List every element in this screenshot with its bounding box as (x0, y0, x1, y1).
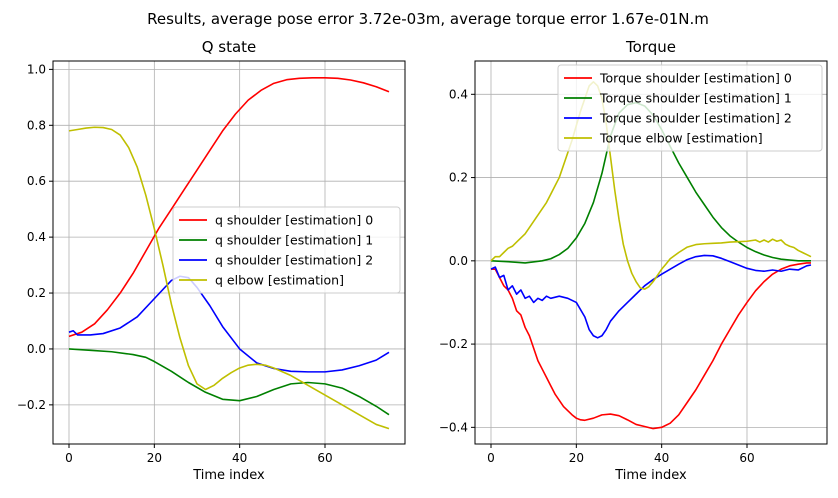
legend: q shoulder [estimation] 0 q shoulder [est… (172, 206, 401, 294)
series-line-2 (490, 254, 812, 339)
plots: 0 20 40 60 −0.2 0.0 0.2 0.4 0.6 0.8 1.0 Q state Time… (17, 38, 828, 483)
x-axis-label: Time index (192, 468, 265, 483)
y-tick-label: 0.0 (27, 342, 46, 356)
y-tick-label: −0.4 (439, 420, 468, 434)
x-tick-label: 40 (232, 451, 247, 465)
panel-1: 0 20 40 60 −0.4 −0.2 0.0 0.2 0.4 Torque Time index… (439, 38, 828, 483)
x-axis-label: Time index (614, 468, 687, 483)
legend-entry: Torque elbow [estimation] (599, 131, 763, 146)
legend-entry: q shoulder [estimation] 2 (215, 253, 373, 268)
y-tick-label: 0.0 (449, 254, 468, 268)
x-tick-label: 60 (739, 451, 754, 465)
y-tick-label: 0.8 (27, 118, 46, 132)
series-line-0 (491, 262, 811, 430)
series-line-3 (490, 81, 812, 290)
y-tick-label: −0.2 (17, 398, 46, 412)
plot-frame (52, 60, 406, 445)
y-tick-label: −0.2 (439, 337, 468, 351)
series-line-0 (68, 76, 390, 338)
x-tick-label: 0 (65, 451, 73, 465)
y-tick-label: 0.4 (449, 87, 468, 101)
x-tick-label: 0 (487, 451, 495, 465)
legend-entry: q shoulder [estimation] 0 (215, 213, 373, 228)
y-tick-label: 0.2 (27, 286, 46, 300)
legend-entry: q shoulder [estimation] 1 (215, 233, 373, 248)
series-line-3 (68, 126, 390, 430)
plot-title: Torque (625, 38, 676, 56)
plot-title: Q state (202, 38, 257, 56)
x-tick-label: 60 (317, 451, 332, 465)
series-line-2 (68, 275, 390, 373)
x-tick-label: 20 (147, 451, 162, 465)
plot-frame (474, 60, 828, 445)
panel-0: 0 20 40 60 −0.2 0.0 0.2 0.4 0.6 0.8 1.0 Q state Time… (17, 38, 406, 483)
x-tick-label: 20 (569, 451, 584, 465)
legend-entry: Torque shoulder [estimation] 1 (599, 91, 792, 106)
figure-suptitle: Results, average pose error 3.72e-03m, a… (147, 10, 709, 28)
x-tick-label: 40 (654, 451, 669, 465)
legend: Torque shoulder [estimation] 0 Torque sho… (557, 64, 823, 152)
legend-entry: Torque shoulder [estimation] 0 (599, 71, 792, 86)
legend-entry: q elbow [estimation] (215, 273, 344, 288)
legend-box (557, 64, 823, 152)
legend-entry: Torque shoulder [estimation] 2 (599, 111, 792, 126)
y-tick-label: 0.2 (449, 171, 468, 185)
y-tick-label: 0.4 (27, 230, 46, 244)
legend-box (172, 206, 401, 294)
y-tick-label: 1.0 (27, 62, 46, 76)
y-tick-label: 0.6 (27, 174, 46, 188)
series-line-1 (68, 348, 390, 416)
